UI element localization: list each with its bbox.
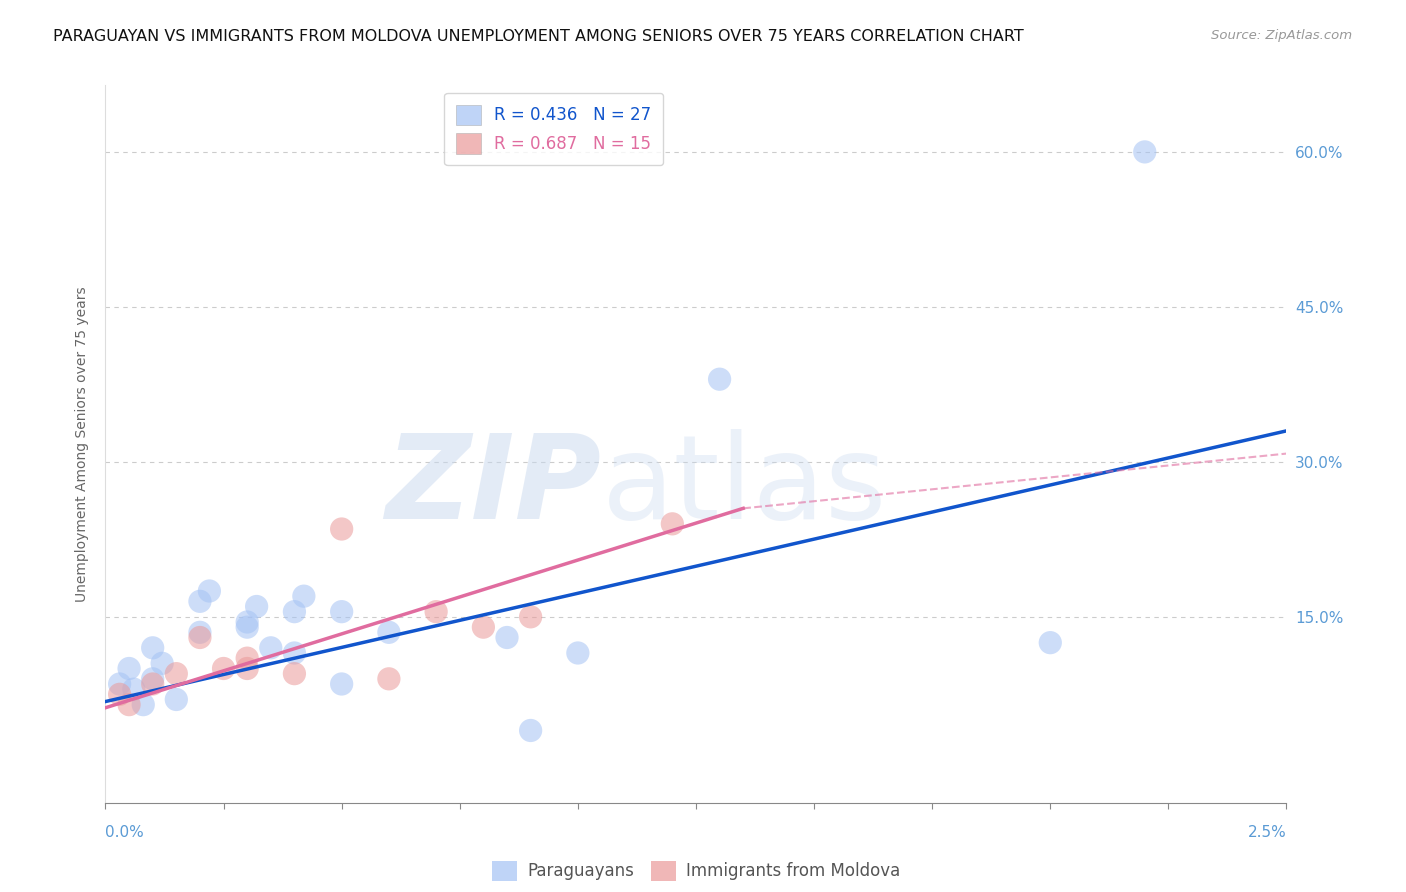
Point <box>519 723 541 738</box>
Point <box>236 661 259 675</box>
Point <box>118 698 141 712</box>
Point <box>236 651 259 665</box>
Point <box>142 677 165 691</box>
Point <box>142 640 165 655</box>
Point <box>661 516 683 531</box>
Point <box>292 589 315 603</box>
Point <box>212 661 235 675</box>
Point <box>108 687 131 701</box>
Point <box>236 620 259 634</box>
Text: PARAGUAYAN VS IMMIGRANTS FROM MOLDOVA UNEMPLOYMENT AMONG SENIORS OVER 75 YEARS C: PARAGUAYAN VS IMMIGRANTS FROM MOLDOVA UN… <box>53 29 1024 44</box>
Point <box>188 594 211 608</box>
Point <box>198 584 221 599</box>
Point <box>260 640 283 655</box>
Point <box>378 672 401 686</box>
Point <box>1133 145 1156 159</box>
Point <box>378 625 401 640</box>
Text: ZIP: ZIP <box>385 429 602 544</box>
Point <box>567 646 589 660</box>
Point <box>283 605 305 619</box>
Text: Source: ZipAtlas.com: Source: ZipAtlas.com <box>1212 29 1353 42</box>
Point <box>330 522 353 536</box>
Point <box>330 677 353 691</box>
Point <box>165 666 187 681</box>
Point <box>519 610 541 624</box>
Legend: Paraguayans, Immigrants from Moldova: Paraguayans, Immigrants from Moldova <box>485 855 907 888</box>
Point <box>472 620 495 634</box>
Point <box>118 661 141 675</box>
Point <box>142 672 165 686</box>
Point <box>150 657 173 671</box>
Text: 0.0%: 0.0% <box>105 825 145 840</box>
Point <box>330 605 353 619</box>
Point <box>709 372 731 386</box>
Point <box>132 698 155 712</box>
Point <box>108 677 131 691</box>
Point <box>188 631 211 645</box>
Point <box>496 631 519 645</box>
Y-axis label: Unemployment Among Seniors over 75 years: Unemployment Among Seniors over 75 years <box>76 286 90 601</box>
Point <box>236 615 259 629</box>
Point <box>425 605 447 619</box>
Point <box>122 682 145 697</box>
Point <box>246 599 269 614</box>
Text: 2.5%: 2.5% <box>1247 825 1286 840</box>
Point <box>283 646 305 660</box>
Point <box>283 666 305 681</box>
Point <box>165 692 187 706</box>
Text: atlas: atlas <box>602 429 887 544</box>
Point <box>188 625 211 640</box>
Point <box>1039 635 1062 649</box>
